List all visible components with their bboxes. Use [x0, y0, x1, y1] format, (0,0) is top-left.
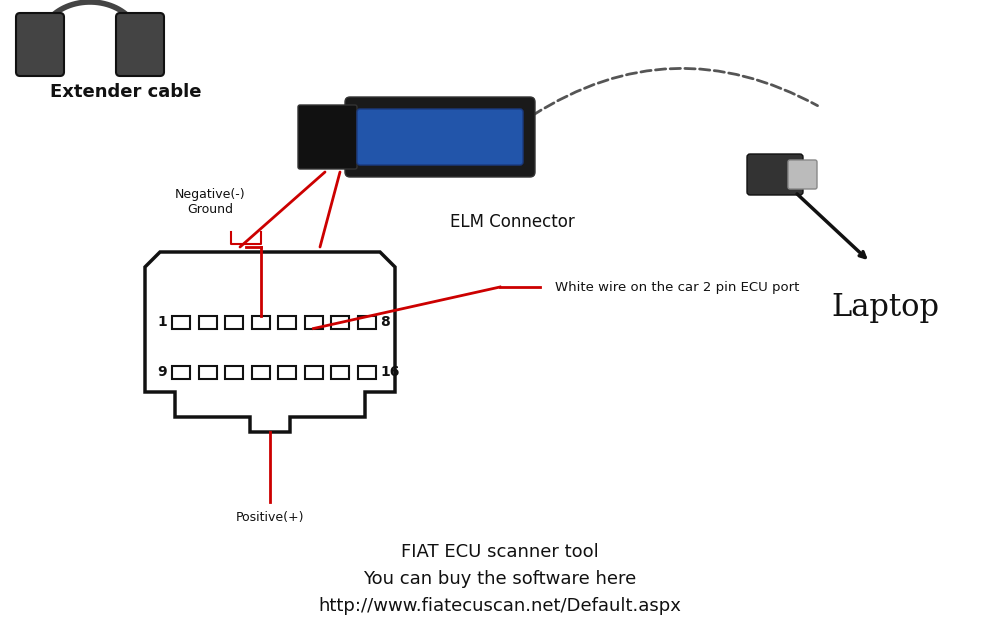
Bar	[331, 365, 349, 379]
FancyBboxPatch shape	[357, 109, 523, 165]
Text: Positive(+): Positive(+)	[236, 510, 304, 523]
Polygon shape	[145, 252, 395, 432]
Bar	[252, 365, 270, 379]
Bar	[278, 315, 296, 329]
FancyBboxPatch shape	[298, 105, 357, 169]
Text: 1: 1	[157, 315, 167, 329]
FancyBboxPatch shape	[788, 160, 817, 189]
Text: http://www.fiatecuscan.net/Default.aspx: http://www.fiatecuscan.net/Default.aspx	[319, 597, 681, 615]
FancyBboxPatch shape	[16, 13, 64, 76]
Bar	[331, 315, 349, 329]
Text: White wire on the car 2 pin ECU port: White wire on the car 2 pin ECU port	[555, 281, 799, 293]
Text: ELM Connector: ELM Connector	[450, 213, 575, 231]
Text: 8: 8	[380, 315, 390, 329]
FancyBboxPatch shape	[747, 154, 803, 195]
Bar	[225, 365, 243, 379]
Bar	[172, 315, 190, 329]
FancyBboxPatch shape	[345, 97, 535, 177]
FancyBboxPatch shape	[116, 13, 164, 76]
Text: 16: 16	[380, 365, 400, 379]
Bar	[305, 365, 323, 379]
Bar	[199, 315, 217, 329]
Bar	[172, 365, 190, 379]
Text: Extender cable: Extender cable	[50, 83, 202, 101]
Bar	[225, 315, 243, 329]
Bar	[199, 365, 217, 379]
Bar	[358, 365, 376, 379]
Bar	[358, 315, 376, 329]
Text: Laptop: Laptop	[831, 292, 939, 323]
Text: FIAT ECU scanner tool: FIAT ECU scanner tool	[401, 543, 599, 561]
Text: 9: 9	[157, 365, 167, 379]
Text: Negative(-)
Ground: Negative(-) Ground	[175, 188, 246, 216]
Bar	[252, 315, 270, 329]
Bar	[278, 365, 296, 379]
Bar	[305, 315, 323, 329]
Text: You can buy the software here: You can buy the software here	[363, 570, 637, 588]
